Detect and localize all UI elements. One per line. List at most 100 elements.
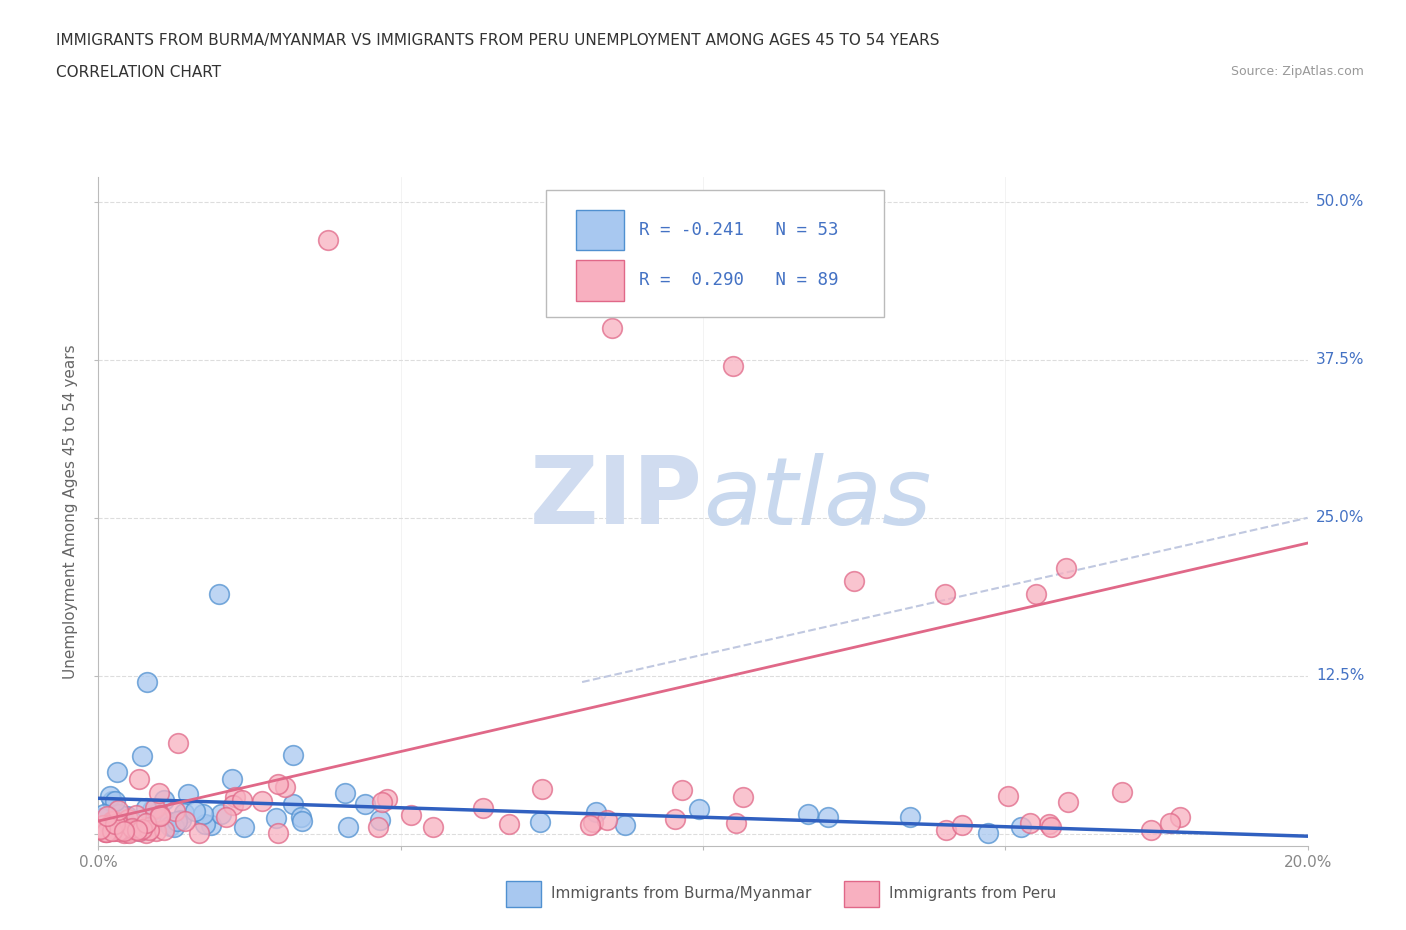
Point	[188, 825, 211, 840]
Point	[111, 821, 134, 836]
Y-axis label: Unemployment Among Ages 45 to 54 years: Unemployment Among Ages 45 to 54 years	[63, 344, 79, 679]
Point	[117, 811, 139, 826]
Text: 50.0%: 50.0%	[1316, 194, 1364, 209]
Point	[115, 817, 138, 831]
Point	[136, 819, 159, 834]
Point	[267, 777, 290, 791]
Point	[336, 819, 359, 834]
Point	[98, 789, 121, 804]
Point	[100, 818, 122, 833]
Point	[90, 810, 112, 825]
Point	[118, 825, 141, 840]
Point	[266, 811, 288, 826]
Point	[354, 796, 377, 811]
Point	[145, 824, 167, 839]
Point	[221, 772, 243, 787]
Point	[112, 826, 135, 841]
Point	[163, 804, 186, 818]
Point	[731, 790, 754, 804]
Point	[194, 817, 217, 831]
Point	[375, 792, 398, 807]
Point	[367, 820, 389, 835]
Point	[472, 801, 495, 816]
Point	[1040, 819, 1063, 834]
Point	[108, 806, 131, 821]
Point	[224, 790, 246, 804]
Point	[170, 813, 193, 828]
Point	[100, 819, 122, 834]
Point	[1010, 820, 1032, 835]
Point	[98, 822, 121, 837]
Point	[148, 786, 170, 801]
Point	[98, 817, 121, 832]
Point	[1038, 817, 1060, 831]
Point	[135, 825, 157, 840]
Point	[316, 232, 339, 247]
Point	[122, 822, 145, 837]
Point	[208, 586, 231, 601]
Point	[122, 822, 145, 837]
Text: 12.5%: 12.5%	[1316, 669, 1364, 684]
Point	[209, 807, 232, 822]
Point	[817, 809, 839, 824]
Point	[159, 818, 181, 833]
Point	[222, 797, 245, 812]
Point	[252, 793, 274, 808]
Point	[167, 736, 190, 751]
Point	[128, 772, 150, 787]
Point	[107, 824, 129, 839]
Point	[531, 781, 554, 796]
Text: ZIP: ZIP	[530, 452, 703, 544]
Text: CORRELATION CHART: CORRELATION CHART	[56, 65, 221, 80]
Point	[105, 816, 128, 830]
Text: R =  0.290   N = 89: R = 0.290 N = 89	[638, 272, 838, 289]
Point	[1159, 815, 1181, 830]
Point	[146, 804, 169, 819]
Point	[101, 793, 124, 808]
Point	[141, 803, 163, 817]
Point	[1019, 816, 1042, 830]
Point	[231, 792, 253, 807]
Point	[274, 780, 297, 795]
Point	[104, 817, 127, 831]
Point	[1054, 561, 1077, 576]
Text: Immigrants from Burma/Myanmar: Immigrants from Burma/Myanmar	[551, 886, 811, 901]
Point	[1111, 784, 1133, 799]
Text: Source: ZipAtlas.com: Source: ZipAtlas.com	[1230, 65, 1364, 78]
Text: IMMIGRANTS FROM BURMA/MYANMAR VS IMMIGRANTS FROM PERU UNEMPLOYMENT AMONG AGES 45: IMMIGRANTS FROM BURMA/MYANMAR VS IMMIGRA…	[56, 33, 939, 47]
Point	[177, 786, 200, 801]
Point	[135, 801, 157, 816]
Point	[96, 824, 118, 839]
Point	[111, 823, 134, 838]
Point	[934, 586, 956, 601]
Point	[232, 819, 254, 834]
Point	[582, 814, 605, 829]
Point	[333, 785, 356, 800]
Point	[724, 816, 747, 830]
Text: 25.0%: 25.0%	[1316, 511, 1364, 525]
Point	[107, 803, 129, 817]
Point	[125, 807, 148, 822]
Point	[399, 807, 422, 822]
Point	[120, 823, 142, 838]
Point	[1139, 822, 1161, 837]
Point	[120, 822, 142, 837]
Point	[898, 809, 921, 824]
Point	[166, 814, 188, 829]
Point	[163, 820, 186, 835]
Text: R = -0.241   N = 53: R = -0.241 N = 53	[638, 221, 838, 239]
Point	[215, 809, 238, 824]
Point	[96, 809, 118, 824]
Point	[110, 822, 132, 837]
Point	[844, 574, 866, 589]
Point	[688, 802, 710, 817]
Point	[125, 822, 148, 837]
Point	[371, 795, 394, 810]
Point	[152, 822, 174, 837]
Point	[283, 796, 305, 811]
Point	[290, 813, 312, 828]
Point	[103, 793, 125, 808]
Point	[100, 824, 122, 839]
Point	[613, 817, 636, 832]
Point	[1024, 586, 1046, 601]
